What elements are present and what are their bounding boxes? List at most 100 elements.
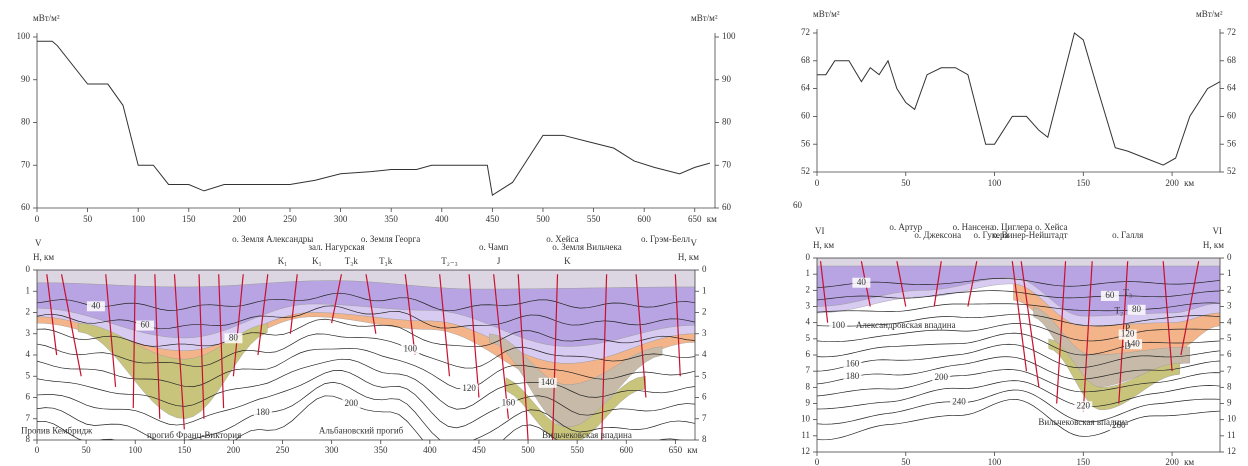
depth-tick-label-right: 12 (1227, 446, 1236, 456)
x-tick-label: 300 (325, 445, 339, 455)
profile-label: V (35, 238, 42, 248)
stratum-layer (817, 277, 1220, 327)
depth-tick-label-right: 3 (702, 328, 707, 338)
corner-label: 60 (793, 200, 803, 210)
fault (132, 274, 136, 409)
y-unit-left: мВт/м² (813, 9, 840, 19)
isotherm-label: 160 (846, 359, 860, 369)
stratum-layer (77, 322, 268, 419)
isotherm (817, 302, 1220, 313)
y-tick-label-right: 68 (1227, 55, 1237, 65)
isotherm-label-bg (829, 321, 848, 332)
depth-tick-label-right: 4 (1227, 317, 1232, 327)
x-tick-label: 100 (988, 457, 1002, 466)
depth-tick-label: 7 (26, 413, 31, 423)
x-tick-label: 200 (233, 214, 247, 224)
depth-tick-label: 5 (806, 333, 811, 343)
isotherm-label-bg (1118, 329, 1137, 340)
isotherm-label-bg (499, 398, 518, 409)
x-tick-label: 350 (384, 214, 398, 224)
depth-tick-label-right: 0 (702, 264, 707, 274)
x-tick-label: 150 (1077, 178, 1091, 188)
isotherm-label: 40 (857, 277, 867, 287)
fault (232, 274, 244, 377)
place-label: о. Галля (1112, 230, 1143, 240)
depth-tick-label-right: 7 (702, 413, 707, 423)
region-note: Альбановский прогиб (319, 426, 404, 436)
isotherm (817, 278, 1220, 288)
depth-tick-label-right: 1 (702, 285, 707, 295)
fault (198, 274, 205, 419)
y-tick-label-right: 60 (1227, 110, 1237, 120)
x-unit: км (1184, 457, 1194, 466)
isotherm-label-bg (253, 407, 272, 418)
depth-tick-label-right: 5 (702, 370, 707, 380)
depth-tick-label: 2 (806, 284, 811, 294)
x-tick-label: 500 (536, 214, 550, 224)
depth-tick-label-right: 0 (1227, 252, 1232, 262)
depth-tick-label-right: 7 (1227, 365, 1232, 375)
x-tick-label: 400 (423, 445, 437, 455)
place-label: о. Нансена (953, 222, 994, 232)
place-label: о. Джексона (914, 230, 961, 240)
place-label: о. Земля Александры (232, 234, 313, 244)
x-tick-label: 550 (570, 445, 584, 455)
y-tick-label-right: 64 (1227, 83, 1237, 93)
heat-flow-line (37, 40, 711, 196)
isotherm (817, 398, 1220, 441)
isotherm-label: 180 (256, 407, 270, 417)
heat-flow-chart: мВт/м² мВт/м² 60 60 70 70 80 80 90 90 100 100 0 50 100… (17, 13, 737, 224)
fault (551, 274, 559, 440)
fault (1082, 261, 1093, 412)
depth-tick-label-right: 6 (1227, 349, 1232, 359)
depth-tick-label: 6 (806, 349, 811, 359)
depth-tick-label-right: 3 (1227, 301, 1232, 311)
place-label: о. Земля Вильчека (552, 242, 622, 252)
x-unit: км (687, 445, 697, 455)
stratum-label: T₃k (379, 256, 393, 266)
place-label: о. Винер-Нейштадт (993, 230, 1068, 240)
x-unit: км (1184, 178, 1194, 188)
isotherm-label-bg (342, 399, 361, 410)
isotherm-label: 200 (935, 372, 949, 382)
depth-tick-label-right: 1 (1227, 268, 1232, 278)
axes-frame (36, 33, 716, 209)
isotherm (37, 348, 695, 390)
depth-label: Н, км (33, 252, 54, 262)
fault (468, 274, 480, 398)
depth-tick-label-right: 8 (1227, 381, 1232, 391)
isotherm-label: 60 (141, 320, 151, 330)
fault (173, 274, 185, 430)
depth-tick-label: 5 (26, 370, 31, 380)
x-tick-label: 550 (587, 214, 601, 224)
isotherm-label-bg (460, 383, 479, 394)
fault (517, 274, 529, 440)
depth-tick-label-right: 9 (1227, 398, 1232, 408)
place-label: о. Артур (889, 222, 922, 232)
place-label: о. Хейса (1035, 222, 1067, 232)
place-label: о. Гукера (973, 230, 1008, 240)
y-tick-label: 100 (17, 31, 31, 41)
fault (289, 274, 298, 334)
depth-tick-label-right: 11 (1227, 430, 1236, 440)
place-label: о. Чамп (479, 242, 509, 252)
x-tick-label: 150 (178, 445, 192, 455)
isotherm-label-bg (1109, 421, 1128, 432)
y-tick-label: 72 (801, 27, 810, 37)
isotherm-label-bg (843, 359, 862, 370)
x-tick-label: 600 (637, 214, 651, 224)
x-tick-label: 100 (128, 445, 142, 455)
depth-tick-label-right: 8 (702, 434, 707, 444)
isotherm-label: 160 (502, 398, 516, 408)
y-tick-label: 60 (801, 110, 811, 120)
depth-tick-label: 1 (26, 285, 31, 295)
fault (439, 274, 451, 377)
fault (46, 274, 58, 356)
x-tick-label: 0 (35, 445, 40, 455)
fault (331, 274, 343, 324)
depth-tick-label: 3 (26, 328, 31, 338)
isotherm (817, 343, 1220, 372)
depth-tick-label-right: 5 (1227, 333, 1232, 343)
fault (218, 274, 225, 409)
